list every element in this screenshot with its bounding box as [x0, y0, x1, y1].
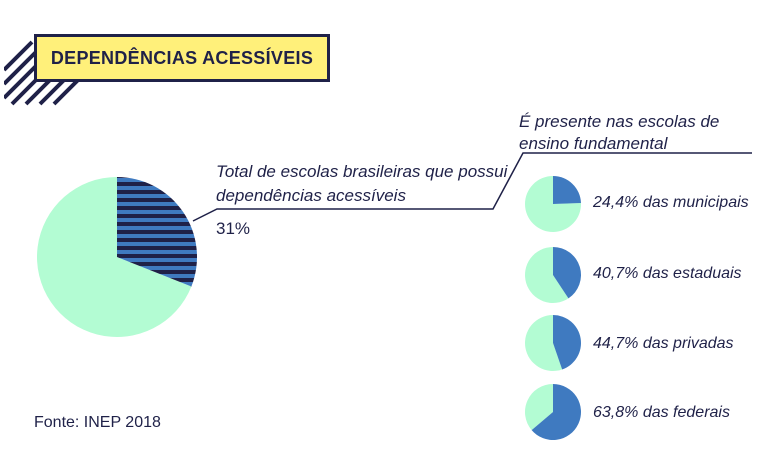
main-pie-title: Total de escolas brasileiras que possui … [216, 162, 508, 205]
sub-chart-heading: É presente nas escolas de ensino fundame… [519, 112, 720, 153]
main-pie-value-label: 31% [216, 219, 251, 238]
small-pie-rest-slice [525, 247, 569, 303]
small-pie-rest-slice [525, 384, 553, 431]
small-pie-value-slice [553, 315, 581, 370]
source-note: Fonte: INEP 2018 [34, 414, 161, 431]
small-pie-label: 24,4% das municipais [593, 194, 749, 211]
pie-slice-accessible [117, 177, 197, 287]
small-pie-2 [525, 247, 581, 303]
small-pie-label: 63,8% das federais [593, 404, 730, 421]
small-pie-label: 40,7% das estaduais [593, 265, 742, 282]
small-pie-value-slice [553, 176, 581, 204]
small-pie-label: 44,7% das privadas [593, 335, 734, 352]
title-banner: DEPENDÊNCIAS ACESSÍVEIS [34, 34, 330, 82]
small-pie-1 [525, 176, 581, 232]
small-pie-value-slice [531, 384, 581, 440]
small-pie-value-slice [553, 247, 581, 299]
small-pie-rest-slice [525, 315, 563, 371]
page-title: DEPENDÊNCIAS ACESSÍVEIS [50, 47, 314, 68]
main-pie-chart [37, 177, 197, 337]
small-pie-4 [525, 384, 581, 440]
small-pie-3 [525, 315, 581, 371]
pie-slice-rest [37, 177, 192, 337]
